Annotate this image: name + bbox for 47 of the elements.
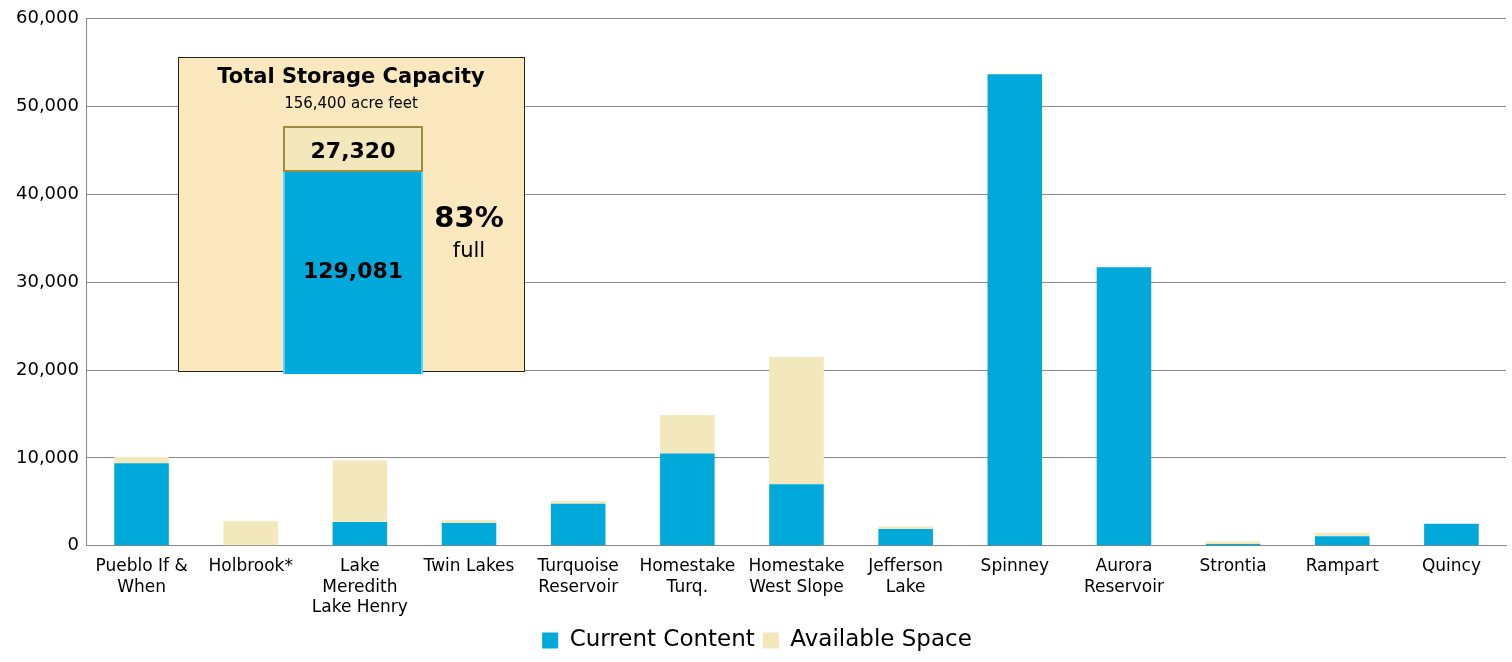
- bar: [987, 74, 1043, 546]
- bar: [1096, 267, 1152, 546]
- y-tick-label: 60,000: [16, 6, 79, 28]
- x-tick-label: Pueblo If & When: [95, 555, 188, 596]
- bar: [1424, 523, 1479, 546]
- bar: [550, 503, 606, 546]
- annotation: Total Storage Capacity: [216, 64, 486, 88]
- annotation: 129,081: [301, 258, 405, 283]
- bar: [660, 414, 715, 454]
- bar: [114, 463, 169, 546]
- bar: [441, 522, 497, 546]
- annotation: 27,320: [309, 138, 397, 163]
- y-tick-label: 30,000: [16, 269, 79, 291]
- y-tick-label: 50,000: [16, 94, 79, 116]
- legend-label: Available Space: [790, 625, 972, 652]
- x-tick-label: Twin Lakes: [422, 555, 515, 576]
- bar: [878, 526, 933, 530]
- bar: [660, 453, 715, 546]
- y-tick-label: 0: [67, 533, 79, 555]
- x-tick-label: Holbrook*: [208, 555, 293, 576]
- y-tick-label: 20,000: [16, 357, 79, 379]
- bar: [550, 501, 606, 504]
- bar: [114, 457, 169, 464]
- annotation: 156,400 acre feet: [283, 94, 419, 112]
- x-tick-label: Rampart: [1305, 555, 1380, 576]
- x-tick-label: Quincy: [1421, 555, 1481, 576]
- bar: [878, 529, 933, 546]
- y-tick-label: 40,000: [16, 182, 79, 204]
- bar: [223, 521, 278, 546]
- bar: [769, 356, 824, 485]
- x-tick-label: Turquoise Reservoir: [536, 555, 619, 596]
- annotation: full: [451, 238, 487, 262]
- x-tick-label: Homestake West Slope: [748, 555, 845, 596]
- bar: [1314, 536, 1370, 546]
- x-tick-label: Strontia: [1199, 555, 1267, 576]
- annotation: 83%: [433, 200, 505, 234]
- y-tick-label: 10,000: [16, 445, 79, 467]
- bar: [769, 484, 824, 546]
- bar: [332, 460, 388, 523]
- x-tick-label: Jefferson Lake: [867, 555, 943, 596]
- bar: [441, 520, 497, 523]
- x-tick-label: Aurora Reservoir: [1083, 555, 1164, 596]
- x-tick-label: Spinney: [980, 555, 1049, 576]
- x-tick-label: Lake Meredith Lake Henry: [311, 555, 408, 617]
- x-tick-label: Homestake Turq.: [639, 555, 736, 596]
- bar: [332, 522, 388, 546]
- legend-label: Current Content: [569, 625, 755, 652]
